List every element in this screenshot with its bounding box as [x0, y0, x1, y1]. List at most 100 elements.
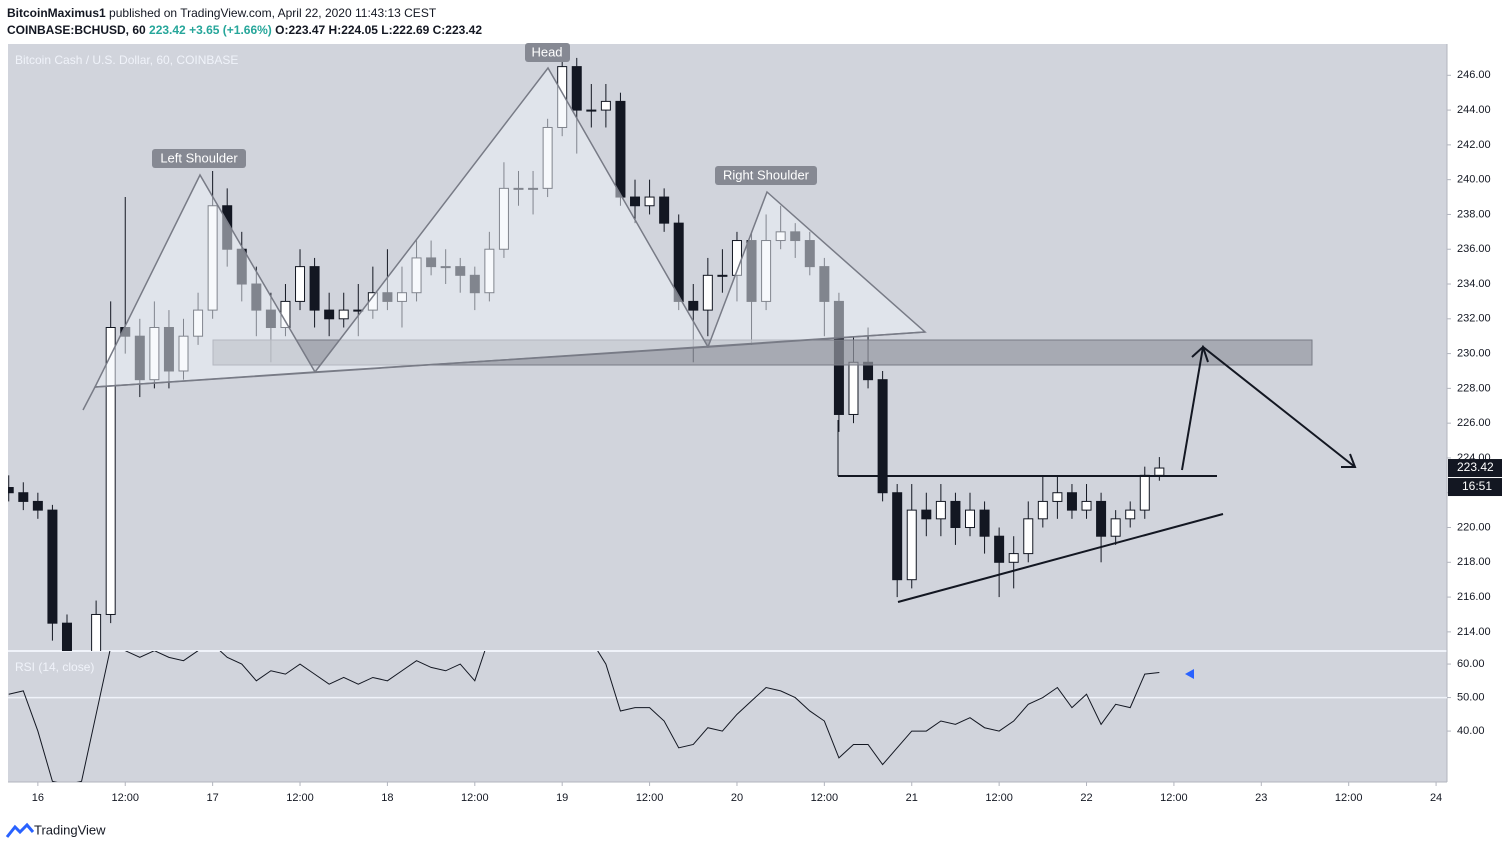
candle-body — [1037, 500, 1048, 520]
symbol-line: COINBASE:BCHUSD, 60 223.42 +3.65 (+1.66%… — [7, 23, 482, 37]
candle-body — [1023, 518, 1034, 555]
countdown-tag — [1448, 478, 1502, 497]
candle-body — [717, 274, 728, 277]
y-tick-label: 238.00 — [1457, 208, 1491, 220]
candle-body — [1052, 492, 1063, 502]
candle-body — [848, 361, 859, 415]
candle-body — [1154, 467, 1165, 476]
candle-body — [935, 500, 946, 520]
y-tick-label: 216.00 — [1457, 591, 1491, 603]
candle-body — [994, 535, 1005, 563]
x-tick-label: 18 — [381, 792, 393, 804]
candle-body — [586, 109, 597, 112]
candle-body — [295, 266, 306, 302]
candle-body — [105, 326, 116, 615]
logo — [5, 822, 35, 838]
y-tick-label: 240.00 — [1457, 174, 1491, 186]
annotation-label: Head — [531, 44, 562, 59]
author: BitcoinMaximus1 — [7, 6, 106, 20]
candle-body — [615, 100, 626, 198]
ohlc-high: H:224.05 — [328, 23, 378, 37]
published: published on TradingView.com, April 22, … — [109, 6, 437, 20]
candle-body — [1066, 492, 1077, 511]
candle-body — [61, 622, 72, 651]
y-tick-label: 246.00 — [1457, 69, 1491, 81]
y-tick-label: 226.00 — [1457, 417, 1491, 429]
candle-body — [47, 509, 58, 624]
rsi-marker — [1185, 669, 1194, 679]
annotation-label: Right Shoulder — [723, 167, 810, 182]
price: 223.42 — [149, 23, 186, 37]
last-price: 223.42 — [1457, 460, 1494, 474]
lead-line — [82, 386, 96, 411]
arrow-head — [1191, 345, 1209, 363]
candle-body — [91, 613, 102, 651]
candle-body — [1110, 518, 1121, 537]
chart-title: Bitcoin Cash / U.S. Dollar, 60, COINBASE — [15, 53, 238, 67]
y-tick-label: 236.00 — [1457, 243, 1491, 255]
candle-body — [1081, 500, 1092, 511]
x-tick-label: 12:00 — [286, 792, 314, 804]
candle-body — [906, 509, 917, 581]
candle-body — [600, 100, 611, 111]
x-tick-label: 22 — [1080, 792, 1092, 804]
y-tick-label: 234.00 — [1457, 278, 1491, 290]
y-tick-label: 242.00 — [1457, 139, 1491, 151]
candle-body — [324, 309, 335, 320]
candle-body — [1125, 509, 1136, 520]
candle-body — [8, 487, 14, 494]
candle-body — [965, 509, 976, 529]
x-tick-label: 23 — [1255, 792, 1267, 804]
candle-body — [921, 509, 932, 520]
x-tick-label: 12:00 — [1335, 792, 1363, 804]
candle-body — [1139, 474, 1150, 511]
y-tick-label: 232.00 — [1457, 313, 1491, 325]
candle-body — [892, 492, 903, 581]
candle-body — [1096, 500, 1107, 537]
candle-body — [950, 500, 961, 529]
candle-body — [688, 300, 699, 311]
last-price-tag — [1448, 459, 1502, 478]
candle-body — [659, 196, 670, 224]
x-tick-label: 17 — [207, 792, 219, 804]
support-line — [897, 513, 1224, 603]
y-tick-label: 244.00 — [1457, 104, 1491, 116]
ohlc-close: C:223.42 — [432, 23, 483, 37]
logo-icon — [5, 822, 35, 838]
x-tick-label: 12:00 — [111, 792, 139, 804]
x-tick-label: 12:00 — [1160, 792, 1188, 804]
drawings: Left Shoulder Head Right Shoulder — [82, 43, 1357, 603]
label-box — [715, 166, 817, 185]
ohlc-open: O:223.47 — [275, 23, 326, 37]
header-line: BitcoinMaximus1 published on TradingView… — [7, 6, 436, 20]
x-tick-label: 12:00 — [985, 792, 1013, 804]
label-box — [152, 149, 246, 168]
y-tick-label: 228.00 — [1457, 382, 1491, 394]
x-tick-label: 12:00 — [461, 792, 489, 804]
candle-body — [644, 196, 655, 207]
candle-body — [979, 509, 990, 537]
rsi-tick-label: 40.00 — [1457, 725, 1485, 737]
y-tick-label: 214.00 — [1457, 626, 1491, 638]
y-tick-label: 230.00 — [1457, 347, 1491, 359]
x-tick-label: 24 — [1430, 792, 1442, 804]
x-tick-label: 20 — [731, 792, 743, 804]
candle-body — [877, 379, 888, 494]
candle-body — [338, 309, 349, 320]
x-tick-label: 12:00 — [811, 792, 839, 804]
candle-body — [1008, 553, 1019, 563]
neckline — [94, 331, 926, 388]
label-box — [525, 43, 570, 62]
y-tick-label: 218.00 — [1457, 556, 1491, 568]
x-tick-label: 16 — [32, 792, 44, 804]
annotation-label: Left Shoulder — [160, 150, 238, 165]
rsi-tick-label: 50.00 — [1457, 691, 1485, 703]
arrow-head — [1341, 453, 1357, 468]
candle-body — [18, 492, 29, 502]
symbol: COINBASE:BCHUSD, 60 — [7, 23, 146, 37]
candle-body — [702, 274, 713, 311]
change: +3.65 (+1.66%) — [189, 23, 272, 37]
candle-body — [571, 66, 582, 111]
